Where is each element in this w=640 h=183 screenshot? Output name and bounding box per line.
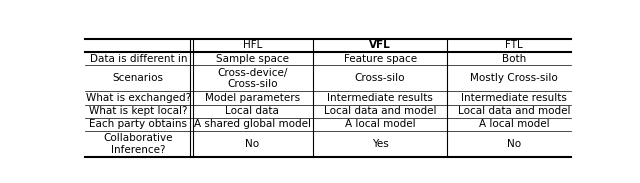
Text: Collaborative
Inference?: Collaborative Inference?	[104, 133, 173, 155]
Text: Intermediate results: Intermediate results	[461, 93, 567, 103]
Text: Intermediate results: Intermediate results	[327, 93, 433, 103]
Text: Yes: Yes	[372, 139, 388, 149]
Text: Feature space: Feature space	[344, 54, 417, 64]
Text: A local model: A local model	[345, 119, 415, 129]
Text: Both: Both	[502, 54, 526, 64]
Text: A shared global model: A shared global model	[194, 119, 311, 129]
Text: What is kept local?: What is kept local?	[89, 106, 188, 116]
Text: Sample space: Sample space	[216, 54, 289, 64]
Text: VFL: VFL	[369, 40, 391, 51]
Text: FTL: FTL	[505, 40, 523, 51]
Text: Scenarios: Scenarios	[113, 73, 164, 83]
Text: What is exchanged?: What is exchanged?	[86, 93, 191, 103]
Text: Local data and model: Local data and model	[324, 106, 436, 116]
Text: Data is different in: Data is different in	[90, 54, 187, 64]
Text: Mostly Cross-silo: Mostly Cross-silo	[470, 73, 558, 83]
Text: No: No	[245, 139, 259, 149]
Text: Local data and model: Local data and model	[458, 106, 570, 116]
Text: Cross-device/
Cross-silo: Cross-device/ Cross-silo	[217, 68, 287, 89]
Text: HFL: HFL	[243, 40, 262, 51]
Text: No: No	[507, 139, 521, 149]
Text: Each party obtains: Each party obtains	[90, 119, 188, 129]
Text: Local data: Local data	[225, 106, 279, 116]
Text: A local model: A local model	[479, 119, 549, 129]
Text: Cross-silo: Cross-silo	[355, 73, 405, 83]
Text: Model parameters: Model parameters	[205, 93, 300, 103]
